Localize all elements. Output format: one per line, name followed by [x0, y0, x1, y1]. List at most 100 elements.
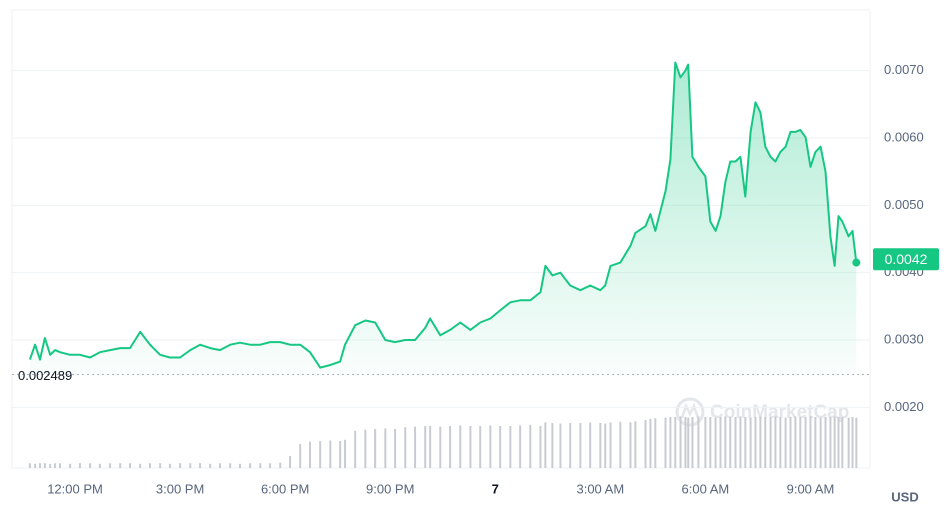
y-tick-label: 0.0060	[884, 129, 924, 144]
volume-bar	[159, 463, 162, 468]
volume-bar	[179, 463, 182, 468]
volume-bar	[579, 423, 582, 468]
volume-bar	[168, 463, 171, 468]
volume-bar	[824, 417, 827, 468]
volume-bar	[804, 417, 807, 468]
volume-bar	[837, 417, 840, 468]
volume-bar	[619, 421, 622, 468]
volume-bar	[544, 422, 547, 468]
volume-bar	[829, 417, 832, 468]
volume-bar	[289, 456, 292, 468]
volume-bar	[269, 463, 272, 468]
volume-bar	[664, 417, 667, 468]
volume-bar	[404, 427, 407, 468]
volume-bar	[449, 426, 452, 468]
volume-bar	[259, 463, 262, 468]
volume-bar	[855, 417, 858, 468]
y-tick-label: 0.0030	[884, 331, 924, 346]
volume-bar	[719, 417, 722, 468]
volume-bar	[789, 417, 792, 468]
volume-bar	[309, 441, 312, 468]
y-tick-label: 0.0020	[884, 399, 924, 414]
volume-bar	[209, 463, 212, 468]
volume-bar	[509, 426, 512, 468]
volume-bar	[794, 416, 797, 468]
volume-bar	[589, 422, 592, 468]
volume-bar	[644, 420, 647, 468]
volume-bar	[779, 417, 782, 468]
volume-bar	[329, 440, 332, 468]
volume-bar	[354, 430, 357, 468]
volume-bar	[69, 463, 72, 468]
volume-bar	[739, 416, 742, 468]
volume-bar	[299, 444, 302, 468]
volume-bar	[724, 416, 727, 468]
watermark-logo	[675, 397, 705, 427]
volume-bar	[814, 417, 817, 468]
volume-bar	[219, 463, 222, 468]
volume-bar	[649, 418, 652, 468]
volume-bar	[634, 421, 637, 468]
volume-bar	[833, 416, 836, 468]
x-tick-label: 3:00 AM	[576, 481, 624, 496]
volume-bar	[58, 463, 61, 468]
x-tick-label: 6:00 AM	[682, 481, 730, 496]
volume-bar	[629, 422, 632, 468]
volume-bar	[394, 429, 397, 468]
volume-bar	[424, 426, 427, 468]
volume-bar	[691, 417, 694, 468]
volume-bar	[469, 426, 472, 468]
x-tick-label: 6:00 PM	[261, 481, 309, 496]
y-tick-label: 0.0050	[884, 197, 924, 212]
volume-bar	[704, 417, 707, 468]
volume-bar	[754, 417, 757, 468]
volume-bar	[551, 423, 554, 468]
price-line	[28, 61, 858, 369]
volume-bar	[489, 425, 492, 468]
volume-bar	[148, 463, 151, 468]
volume-bar	[249, 463, 252, 468]
volume-bar	[139, 463, 142, 468]
x-tick-label: 9:00 PM	[366, 481, 414, 496]
volume-bar	[339, 441, 342, 468]
volume-bar	[414, 426, 417, 468]
volume-bar	[697, 416, 700, 468]
volume-bar	[809, 416, 812, 468]
last-point	[852, 258, 861, 267]
volume-bar	[841, 417, 844, 468]
volume-bar	[764, 417, 767, 468]
volume-bar	[714, 417, 717, 468]
volume-bar	[39, 463, 42, 468]
volume-bar	[189, 463, 192, 468]
volume-bar	[687, 417, 690, 468]
volume-bar	[78, 463, 81, 468]
volume-bar	[851, 417, 854, 468]
volume-bar	[847, 417, 850, 468]
x-tick-label: 9:00 AM	[787, 481, 835, 496]
volume-bar	[129, 463, 132, 468]
x-tick-label: 7	[492, 481, 499, 496]
volume-bar	[674, 417, 677, 468]
volume-bar	[34, 463, 37, 468]
volume-bar	[729, 417, 732, 468]
volume-bar	[654, 418, 657, 468]
volume-bar	[429, 426, 432, 468]
volume-bar	[709, 417, 712, 468]
volume-bar	[119, 463, 122, 468]
volume-bar	[89, 463, 92, 468]
y-tick-label: 0.0070	[884, 62, 924, 77]
volume-bar	[384, 428, 387, 468]
volume-bar	[459, 425, 462, 468]
volume-bar	[744, 417, 747, 468]
price-area	[29, 62, 857, 375]
currency-label: USD	[891, 489, 918, 504]
volume-bar	[669, 417, 672, 468]
volume-bar	[479, 426, 482, 468]
volume-bar	[819, 417, 822, 468]
volume-bar	[609, 422, 612, 468]
volume-bar	[229, 463, 232, 468]
volume-bar	[734, 417, 737, 468]
volume-bar	[784, 417, 787, 468]
x-tick-label: 12:00 PM	[47, 481, 103, 496]
